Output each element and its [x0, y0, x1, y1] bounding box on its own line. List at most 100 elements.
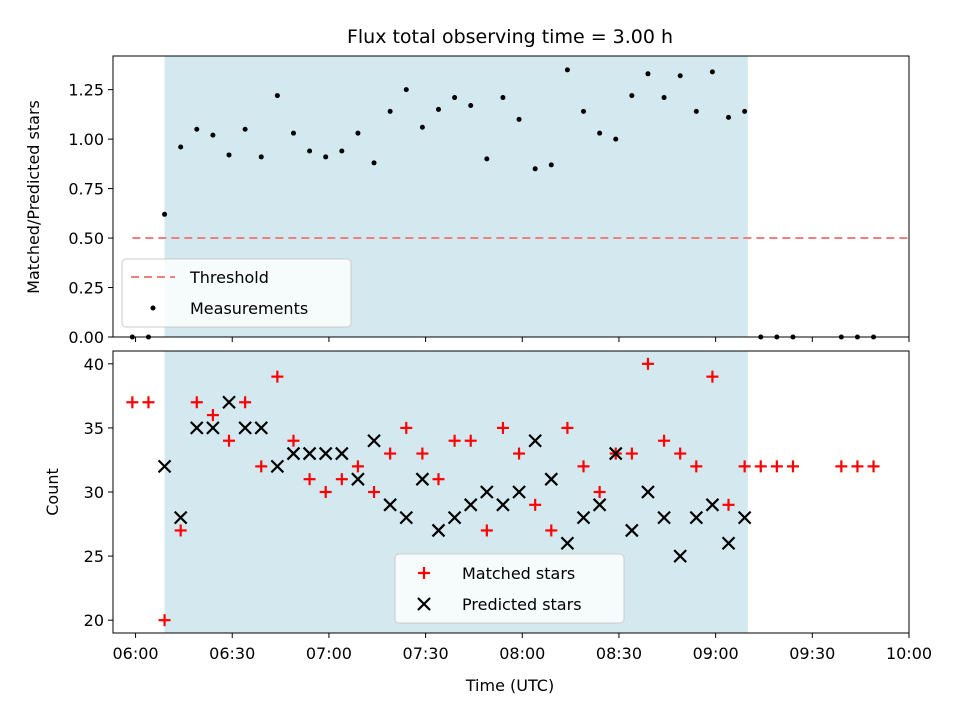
- measurement-point: [500, 95, 506, 101]
- predicted-star-point: [721, 536, 736, 551]
- matched-star-point: [545, 524, 558, 537]
- top-panel-x-ticks: [135, 337, 910, 342]
- predicted-star-point: [673, 549, 687, 563]
- matched-star-point: [271, 370, 284, 383]
- measurement-point: [516, 116, 522, 122]
- matched-star-point: [400, 421, 413, 434]
- measurement-point: [355, 130, 361, 136]
- predicted-star-point: [318, 446, 333, 461]
- matched-star-point: [754, 460, 767, 473]
- predicted-star-point: [463, 498, 478, 512]
- predicted-star-point: [512, 485, 526, 499]
- predicted-star-point: [222, 395, 236, 410]
- measurement-point: [371, 160, 377, 166]
- measurement-point: [323, 154, 329, 160]
- matched-star-point: [223, 434, 236, 447]
- matched-star-point: [432, 473, 445, 486]
- x-tick-label: 09:00: [693, 644, 739, 663]
- measurement-point: [532, 166, 538, 172]
- matched-star-point: [851, 460, 864, 473]
- x-tick-label: 09:30: [789, 644, 835, 663]
- predicted-star-point: [351, 472, 365, 486]
- matched-star-point: [255, 460, 268, 473]
- matched-star-point: [658, 434, 671, 447]
- predicted-star-point: [608, 446, 623, 461]
- y-tick-label: 0.75: [68, 180, 104, 199]
- measurement-point: [597, 130, 603, 136]
- predicted-star-point: [190, 421, 204, 435]
- predicted-star-point: [657, 510, 671, 525]
- measurement-point: [661, 95, 667, 101]
- measurement-point: [677, 73, 683, 79]
- x-axis-label: Time (UTC): [465, 676, 554, 695]
- matched-star-point: [335, 473, 348, 486]
- measurement-point: [548, 162, 554, 168]
- matched-star-point: [786, 460, 799, 473]
- top-panel-frame: [112, 55, 910, 338]
- measurement-point: [242, 126, 248, 132]
- top-panel: 0.00 0.25 0.50 0.75 1.00 1.25 Matched/Predict…: [24, 55, 910, 347]
- matched-star-point: [835, 460, 848, 473]
- legend-measurements-label: Measurements: [190, 299, 308, 318]
- measurement-point: [709, 69, 715, 75]
- matched-star-point: [496, 421, 509, 434]
- matched-star-point: [126, 396, 139, 409]
- top-panel-legend-box: [121, 258, 352, 328]
- measurement-point: [339, 148, 345, 154]
- predicted-star-point: [689, 510, 704, 525]
- matched-star-point: [625, 447, 638, 460]
- predicted-star-point: [383, 498, 397, 512]
- matched-star-point: [416, 447, 429, 460]
- measurement-point: [613, 136, 619, 142]
- bottom-panel-y-label: Count: [43, 468, 62, 516]
- matched-star-point: [513, 447, 526, 460]
- predicted-star-point: [399, 510, 414, 525]
- predicted-star-point: [544, 472, 559, 486]
- measurement-point: [629, 93, 635, 99]
- predicted-star-point: [641, 485, 655, 499]
- matched-star-point: [384, 447, 397, 460]
- x-tick-label: 06:30: [209, 644, 255, 663]
- y-tick-label: 0.50: [68, 229, 104, 248]
- measurement-point: [419, 124, 425, 130]
- measurement-point: [403, 87, 409, 93]
- predicted-star-point: [447, 510, 462, 525]
- measurement-point: [742, 108, 748, 114]
- matched-star-point: [770, 460, 783, 473]
- measurement-point: [468, 102, 474, 108]
- matched-star-point: [142, 396, 155, 409]
- legend-predicted-swatch: [417, 597, 431, 611]
- matched-star-point: [206, 409, 219, 422]
- bottom-panel-legend: Matched stars Predicted stars: [394, 553, 625, 624]
- measurement-point: [564, 67, 570, 73]
- predicted-star-point: [528, 433, 542, 448]
- chart-title: Flux total observing time = 3.00 h: [347, 26, 673, 48]
- measurement-point: [693, 108, 699, 114]
- measurement-point: [435, 106, 441, 112]
- predicted-star-point: [560, 536, 575, 551]
- predicted-star-point: [625, 523, 639, 538]
- matched-star-point: [448, 434, 461, 447]
- matched-star-point: [690, 460, 703, 473]
- predicted-star-point: [737, 510, 752, 525]
- legend-matched-swatch: [418, 567, 430, 579]
- y-tick-label: 30: [84, 483, 104, 502]
- predicted-star-point: [431, 523, 446, 538]
- bottom-panel-marks: [126, 357, 880, 627]
- x-tick-label: 10:00: [886, 644, 932, 663]
- matched-star-point: [641, 357, 654, 370]
- matched-star-point: [287, 434, 300, 447]
- measurement-point: [645, 71, 651, 77]
- x-tick-label: 07:00: [306, 644, 352, 663]
- measurement-point: [581, 108, 587, 114]
- measurement-point: [162, 211, 168, 217]
- top-panel-y-label: Matched/Predicted stars: [24, 100, 43, 294]
- matched-star-point: [561, 421, 574, 434]
- bottom-panel: 20 25 30 35 40 06:00 06:30 07:00 07:30 08:00 08:3…: [43, 350, 932, 695]
- measurement-point: [307, 148, 313, 154]
- measurement-point: [290, 130, 296, 136]
- matched-star-point: [319, 486, 332, 498]
- matched-star-point: [303, 473, 316, 486]
- top-panel-marks: [129, 67, 877, 340]
- measurement-point: [452, 95, 458, 101]
